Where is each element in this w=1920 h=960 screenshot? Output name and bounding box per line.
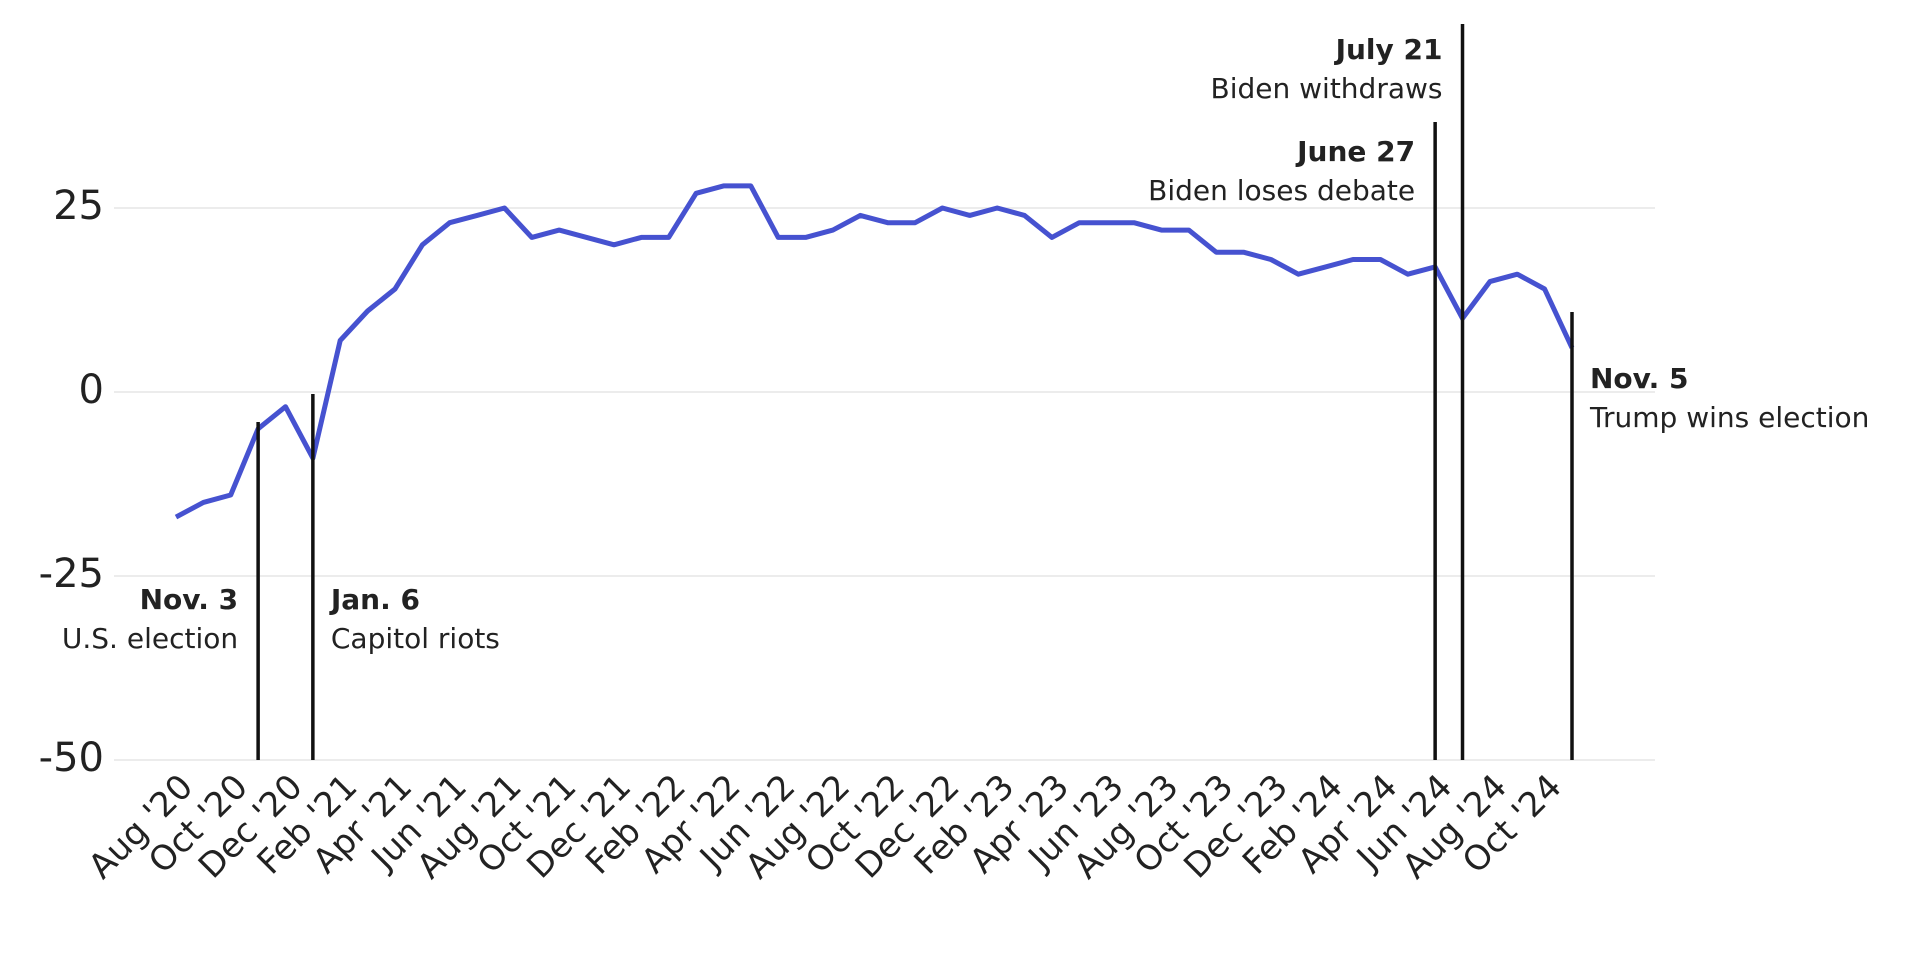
event-text: U.S. election bbox=[62, 622, 238, 655]
event-text: Biden loses debate bbox=[1148, 174, 1415, 207]
y-tick-label: -50 bbox=[39, 735, 104, 781]
event-text: Trump wins election bbox=[1589, 401, 1869, 434]
event-date: July 21 bbox=[1334, 33, 1443, 66]
y-tick-label: 25 bbox=[53, 183, 104, 229]
event-date: Jan. 6 bbox=[329, 583, 420, 616]
y-tick-label: 0 bbox=[79, 367, 104, 413]
event-text: Biden withdraws bbox=[1211, 72, 1443, 105]
event-text: Capitol riots bbox=[331, 622, 500, 655]
event-date: Nov. 3 bbox=[140, 583, 239, 616]
event-date: June 27 bbox=[1295, 135, 1415, 168]
event-date: Nov. 5 bbox=[1590, 362, 1689, 395]
data-line bbox=[174, 183, 1575, 520]
y-tick-label: -25 bbox=[39, 551, 104, 597]
